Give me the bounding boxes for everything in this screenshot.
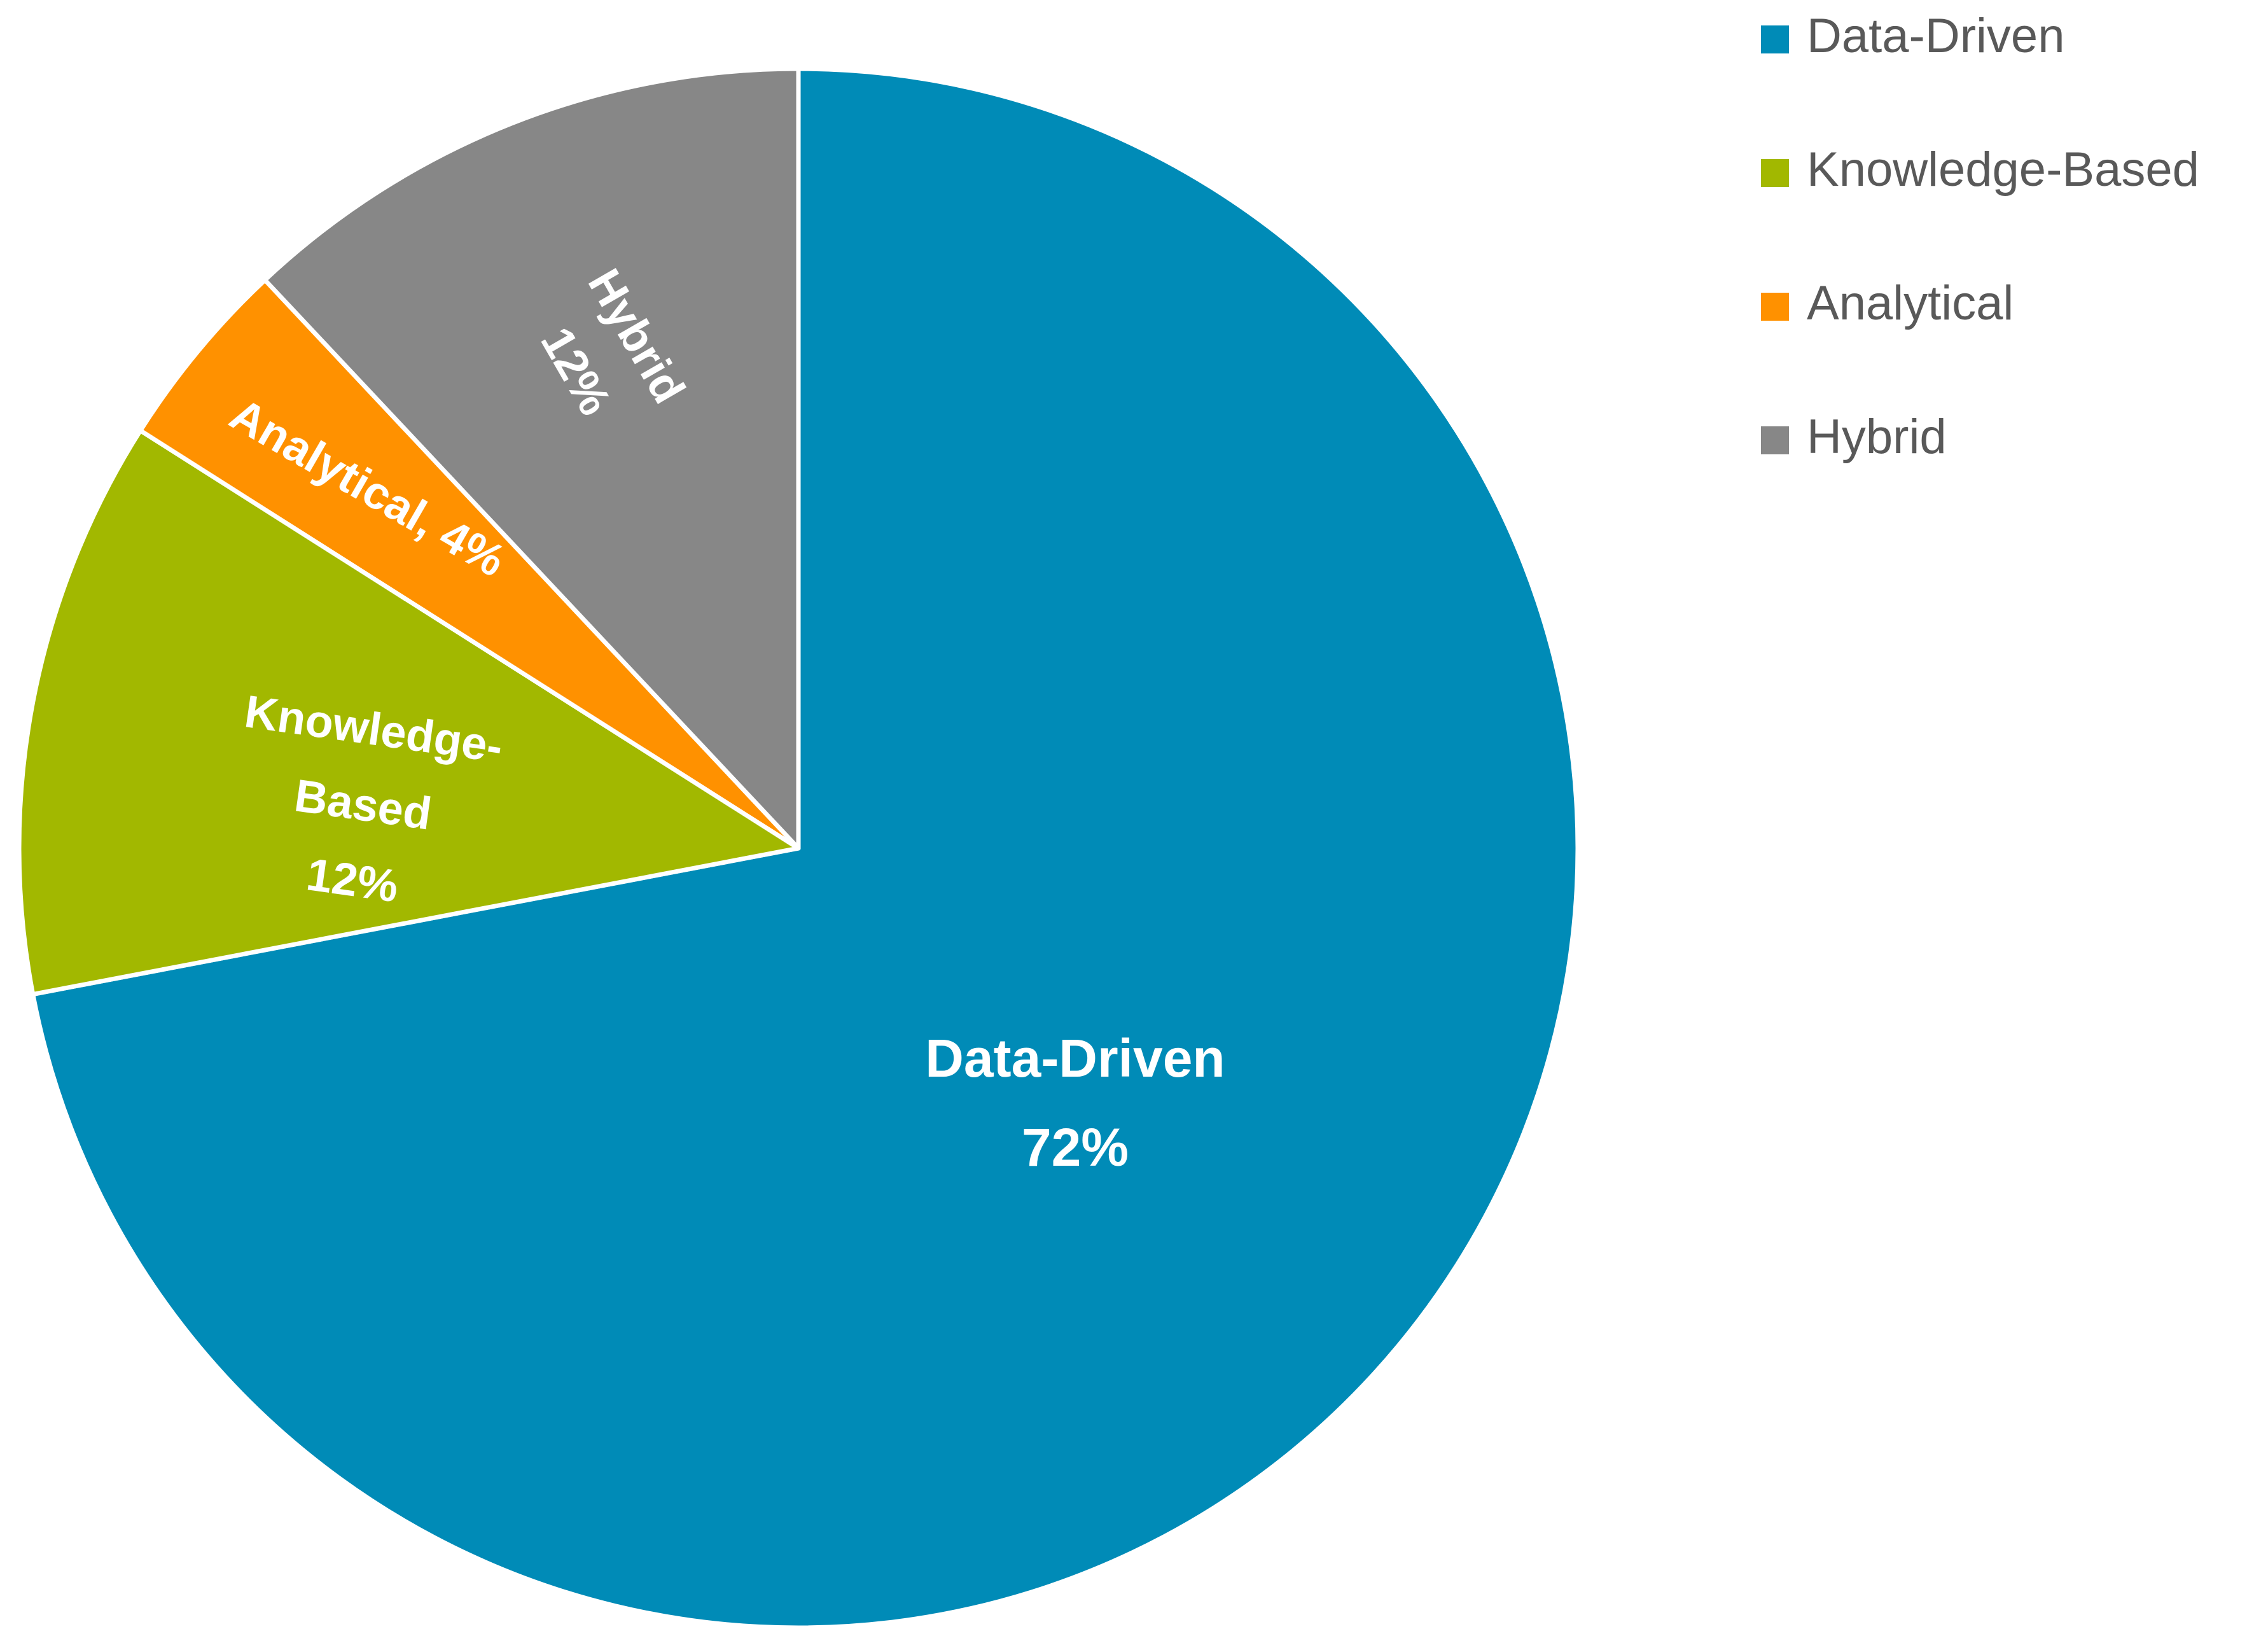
legend: Data-Driven Knowledge-Based Analytical Hybr… <box>1761 9 2199 464</box>
legend-item-knowledge-based: Knowledge-Based <box>1761 143 2199 197</box>
pie-slice-knowledge-based <box>17 428 801 997</box>
legend-swatch <box>1761 159 1789 187</box>
legend-item-hybrid: Hybrid <box>1761 410 1947 464</box>
slice-label-line: 12% <box>303 849 401 912</box>
legend-swatch <box>1761 25 1789 53</box>
pie-slices <box>17 66 1580 1630</box>
pie-slice-hybrid <box>262 66 801 851</box>
legend-item-analytical: Analytical <box>1761 276 2014 330</box>
legend-label: Hybrid <box>1807 410 1947 464</box>
legend-label: Data-Driven <box>1807 9 2064 63</box>
legend-label: Knowledge-Based <box>1807 143 2199 197</box>
slice-label-line: 72% <box>1022 1117 1129 1177</box>
pie-slice-analytical <box>138 277 801 851</box>
legend-label: Analytical <box>1807 276 2014 330</box>
slice-label-data-driven: Data-Driven 72% <box>925 1028 1225 1177</box>
legend-swatch <box>1761 426 1789 454</box>
legend-item-data-driven: Data-Driven <box>1761 9 2064 63</box>
pie-slice-data-driven <box>31 66 1580 1630</box>
legend-swatch <box>1761 293 1789 321</box>
slice-label-line: Data-Driven <box>925 1028 1225 1088</box>
